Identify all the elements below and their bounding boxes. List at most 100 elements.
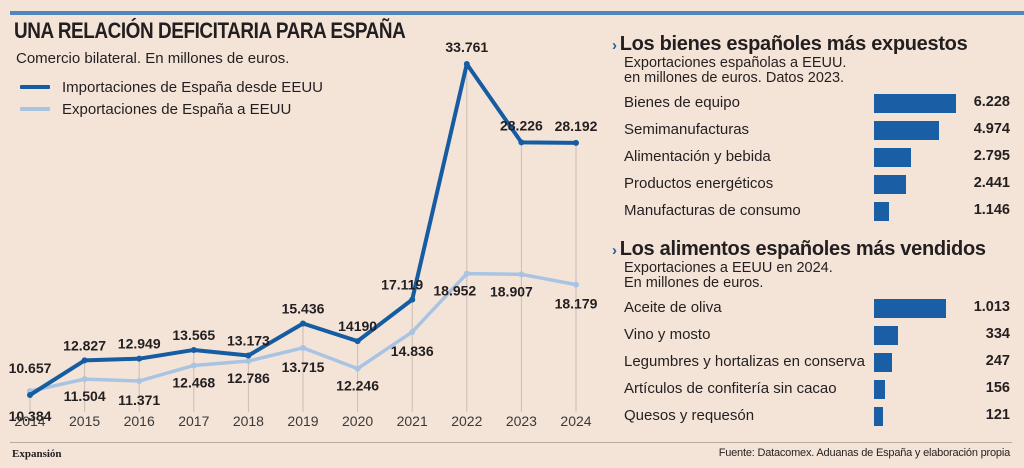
imports-value-label-2015: 12.827 [63,337,106,353]
x-tick-label-2024: 2024 [560,413,591,429]
imports-value-label-2016: 12.949 [118,336,161,352]
imports-point-2014 [27,392,33,398]
imports-point-2015 [81,357,88,364]
alimentos-bar [874,353,892,372]
x-tick-label-2014: 2014 [14,413,45,429]
imports-value-label-2018: 13.173 [227,333,270,349]
alimentos-label: Vino y mosto [624,326,711,343]
x-tick-label-2019: 2019 [287,413,318,429]
alimentos-row: Legumbres y hortalizas en conserva 247 [612,349,1016,376]
panel-bienes-bars: Bienes de equipo 6.228 Semimanufacturas 4.9… [612,90,1016,225]
alimentos-value: 334 [985,326,1010,342]
alimentos-label: Quesos y requesón [624,407,755,424]
panel-alimentos-title-row: › Los alimentos españoles más vendidos [612,238,1016,261]
x-tick-label-2018: 2018 [233,413,264,429]
bienes-value: 1.146 [973,202,1010,218]
bienes-bar [874,175,907,194]
legend-swatch-exports [20,107,50,111]
exports-point-2015 [81,376,88,383]
alimentos-label: Aceite de oliva [624,299,722,316]
exports-value-label-2019: 13.715 [282,359,325,375]
legend-label-imports: Importaciones de España desde EEUU [62,78,323,96]
bienes-value: 6.228 [973,94,1010,110]
x-tick-label-2022: 2022 [451,413,482,429]
bienes-value: 2.795 [973,148,1010,164]
imports-point-2018 [245,352,252,359]
bienes-bar [874,94,956,113]
alimentos-value: 121 [985,407,1010,423]
exports-value-label-2023: 18.907 [490,283,533,299]
x-tick-label-2017: 2017 [178,413,209,429]
panel-alimentos: › Los alimentos españoles más vendidos E… [612,238,1016,430]
bienes-label: Alimentación y bebida [624,148,771,165]
imports-point-2022 [463,61,470,67]
bienes-value: 4.974 [973,121,1010,137]
bienes-row: Semimanufacturas 4.974 [612,117,1016,144]
bienes-value: 2.441 [973,175,1010,191]
source-note: Fuente: Datacomex. Aduanas de España y e… [718,447,1011,459]
x-tick-label-2015: 2015 [69,413,100,429]
exports-value-label-2015: 11.504 [64,388,106,404]
panel-alimentos-bars: Aceite de oliva 1.013 Vino y mosto 334 Legum… [612,295,1016,430]
imports-point-2016 [136,355,143,362]
bienes-label: Semimanufacturas [624,121,750,138]
exports-value-label-2021: 14.836 [391,343,434,359]
imports-value-label-2022: 33.761 [445,39,488,55]
imports-point-2021 [409,296,416,303]
alimentos-bar [874,326,898,345]
exports-point-2020 [354,365,361,372]
alimentos-row: Artículos de confitería sin cacao 156 [612,376,1016,403]
exports-value-label-2018: 12.786 [227,370,270,386]
bienes-bar [874,148,911,167]
bienes-label: Bienes de equipo [624,94,740,111]
imports-point-2023 [518,139,525,146]
bienes-bar [874,121,940,140]
alimentos-value: 156 [985,380,1010,396]
top-rule [10,11,1024,15]
alimentos-value: 1.013 [973,299,1010,315]
imports-value-label-2023: 28.226 [500,117,543,133]
legend-label-exports: Exportaciones de España a EEUU [62,100,292,118]
panel-bienes-subtitle-2: en millones de euros. Datos 2023. [624,70,845,86]
imports-value-label-2020: 14190 [338,318,377,334]
x-tick-label-2021: 2021 [397,413,428,429]
panel-alimentos-title: Los alimentos españoles más vendidos [619,238,986,260]
bienes-row: Manufacturas de consumo 1.146 [612,198,1016,225]
legend-item-exports: Exportaciones de España a EEUU [20,98,323,120]
alimentos-label: Artículos de confitería sin cacao [624,380,837,397]
bienes-label: Manufacturas de consumo [624,202,801,219]
line-chart: 2014 2015 2016 2017 2018 2019 2020 2021 2022 2023… [9,39,598,429]
bienes-row: Alimentación y bebida 2.795 [612,144,1016,171]
chevron-right-icon: › [612,242,617,259]
imports-point-2024 [573,139,579,146]
alimentos-bar [874,407,883,426]
bottom-rule [10,442,1012,443]
x-tick-label-2016: 2016 [124,413,155,429]
exports-value-label-2022: 18.952 [433,283,476,299]
alimentos-bar [874,380,886,399]
exports-point-2021 [409,328,416,335]
exports-point-2018 [245,357,252,364]
panel-bienes-title: Los bienes españoles más expuestos [619,33,968,55]
exports-value-label-2024: 18.179 [555,296,598,312]
bienes-label: Productos energéticos [624,175,774,192]
alimentos-row: Aceite de oliva 1.013 [612,295,1016,322]
exports-value-label-2016: 11.371 [118,392,160,408]
exports-point-2024 [573,281,579,288]
imports-point-2020 [354,338,361,345]
exports-point-2017 [190,362,197,369]
chart-subtitle: Comercio bilateral. En millones de euros… [16,50,290,67]
exports-point-2019 [300,344,306,351]
exports-value-label-2017: 12.468 [172,374,215,390]
panel-bienes: › Los bienes españoles más expuestos Exp… [612,33,1016,225]
imports-value-label-2021: 17.119 [381,277,423,293]
imports-point-2019 [300,320,306,327]
exports-point-2023 [518,271,525,278]
brand-logo: Expansión [12,448,62,460]
alimentos-label: Legumbres y hortalizas en conserva [624,353,865,370]
chart-title: UNA RELACIÓN DEFICITARIA PARA ESPAÑA [14,18,406,43]
x-tick-label-2023: 2023 [506,413,537,429]
panel-alimentos-subtitle-1: Exportaciones a EEUU en 2024. [624,260,833,276]
exports-point-2016 [136,378,143,385]
alimentos-value: 247 [985,353,1010,369]
